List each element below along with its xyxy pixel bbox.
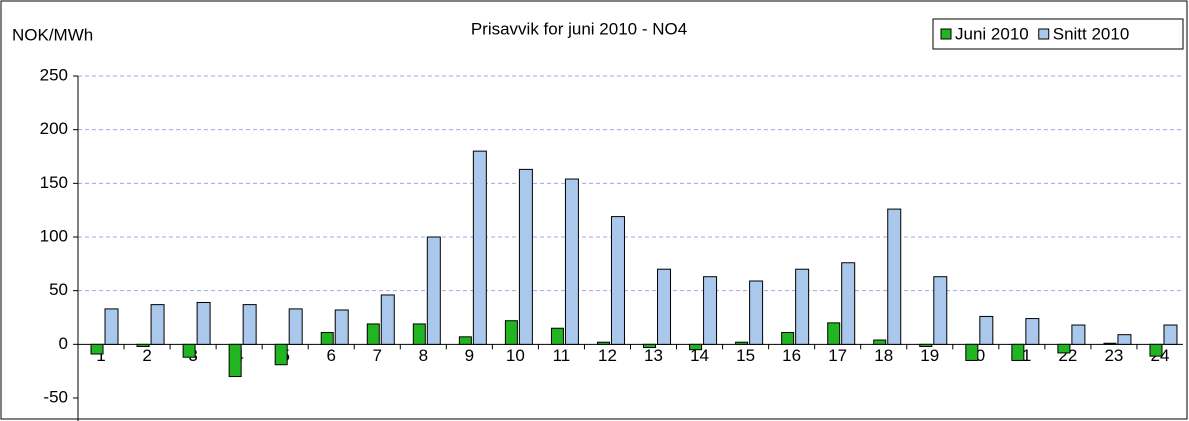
x-tick-label: 7: [373, 346, 382, 365]
x-tick-label: 8: [419, 346, 428, 365]
bar: [136, 343, 150, 347]
bar: [458, 336, 472, 345]
bar: [596, 341, 610, 345]
bar: [1025, 318, 1040, 345]
y-tick-label: 250: [40, 65, 68, 84]
y-tick-label: 0: [59, 334, 68, 353]
legend-swatch: [940, 28, 952, 40]
y-tick-label: 200: [40, 119, 68, 138]
x-tick-label: 2: [142, 346, 151, 365]
bar: [610, 216, 625, 345]
bar: [104, 308, 119, 345]
x-tick-label: 23: [1104, 346, 1123, 365]
y-tick-label: -50: [43, 387, 68, 406]
bar: [827, 322, 841, 345]
legend-label: Snitt 2010: [1053, 24, 1130, 43]
x-tick-label: 13: [644, 346, 663, 365]
legend-swatch: [1038, 28, 1050, 40]
y-tick-label: 150: [40, 173, 68, 192]
bar: [841, 262, 856, 345]
bar: [274, 343, 288, 366]
bar: [242, 304, 257, 345]
bar: [795, 268, 810, 345]
bar: [703, 276, 718, 345]
bar: [1117, 334, 1132, 345]
bar: [320, 332, 334, 345]
bar: [564, 178, 579, 345]
bar: [380, 294, 395, 345]
x-tick-label: 15: [736, 346, 755, 365]
x-tick-label: 9: [465, 346, 474, 365]
x-tick-label: 17: [828, 346, 847, 365]
bar: [334, 309, 349, 345]
bar: [1071, 324, 1086, 345]
y-tick-label: 100: [40, 226, 68, 245]
x-tick-label: 11: [553, 346, 571, 365]
bar: [150, 304, 165, 345]
bar: [518, 168, 533, 345]
bar: [933, 276, 948, 345]
chart-title: Prisavvik for juni 2010 - NO4: [471, 19, 687, 38]
bar: [504, 320, 518, 345]
x-tick-label: 10: [506, 346, 525, 365]
bar: [426, 236, 441, 345]
bar: [979, 315, 994, 345]
bar: [689, 343, 703, 351]
x-tick-label: 14: [690, 346, 709, 365]
bar: [1103, 342, 1117, 345]
bar: [90, 343, 104, 355]
bar: [657, 268, 672, 345]
y-tick-label: 50: [49, 280, 68, 299]
x-tick-label: 1: [96, 346, 105, 365]
x-tick-label: 6: [326, 346, 335, 365]
bar: [550, 327, 564, 345]
legend-label: Juni 2010: [955, 24, 1029, 43]
bar: [412, 323, 426, 345]
bar: [1011, 343, 1025, 361]
bar: [1057, 343, 1071, 354]
x-tick-label: 12: [598, 346, 617, 365]
bar: [781, 332, 795, 345]
x-tick-label: 19: [920, 346, 939, 365]
bar: [1163, 324, 1178, 345]
bar: [366, 323, 380, 345]
bar: [196, 301, 211, 345]
bar: [182, 343, 196, 358]
bar: [735, 341, 749, 345]
y-axis-label: NOK/MWh: [12, 25, 93, 44]
bar: [643, 343, 657, 349]
bar: [965, 343, 979, 361]
bar: [919, 343, 933, 347]
x-tick-label: 16: [782, 346, 801, 365]
x-tick-label: 18: [874, 346, 893, 365]
bar: [749, 280, 764, 345]
bar: [887, 208, 902, 345]
legend-box: [932, 18, 1184, 50]
bar: [288, 308, 303, 345]
bar: [1149, 343, 1163, 357]
bar: [873, 339, 887, 345]
bar: [228, 343, 242, 378]
bar: [472, 150, 487, 345]
